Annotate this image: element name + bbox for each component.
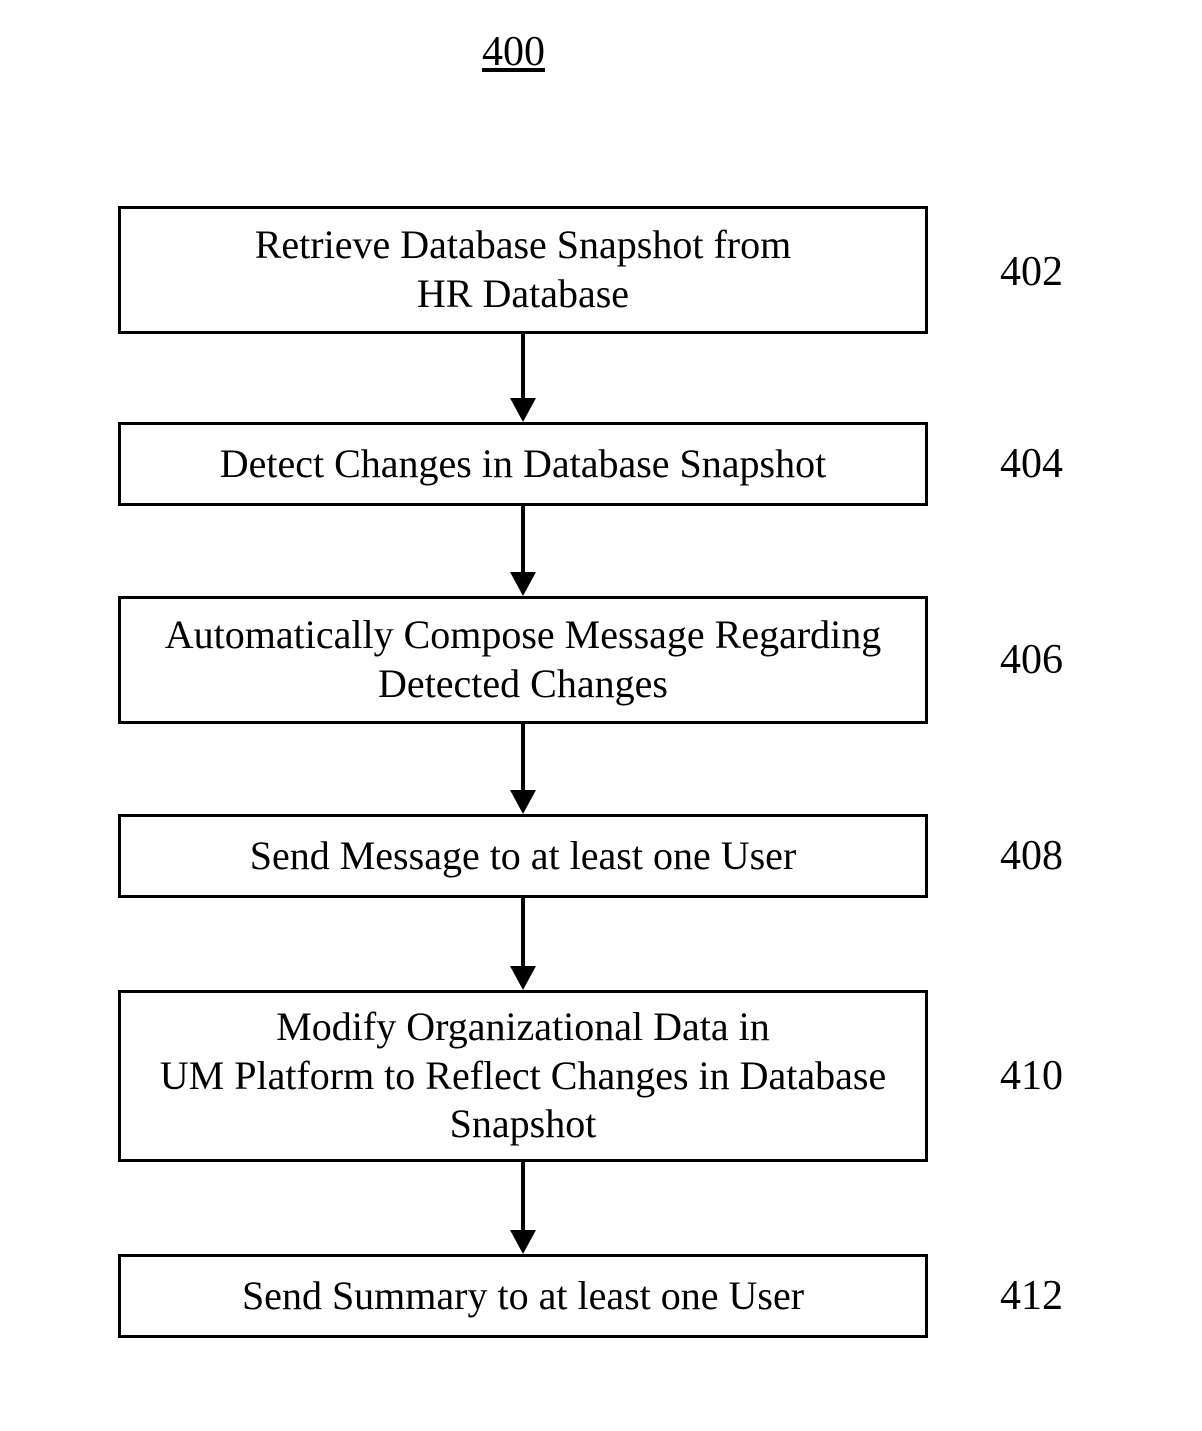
flow-arrow-head-icon: [510, 790, 536, 814]
flow-arrow-line: [521, 1162, 525, 1230]
flow-arrow-head-icon: [510, 572, 536, 596]
flow-step-label: 402: [1000, 248, 1063, 296]
flow-step-label: 410: [1000, 1052, 1063, 1100]
flow-step-box: Send Message to at least one User: [118, 814, 928, 898]
flow-step-label: 412: [1000, 1272, 1063, 1320]
flow-step-label: 404: [1000, 440, 1063, 488]
flow-arrow-line: [521, 506, 525, 572]
flow-arrow-head-icon: [510, 1230, 536, 1254]
figure-title: 400: [482, 28, 545, 76]
flow-arrow-head-icon: [510, 398, 536, 422]
flow-step-box: Send Summary to at least one User: [118, 1254, 928, 1338]
flow-arrow-line: [521, 334, 525, 398]
flow-step-box: Detect Changes in Database Snapshot: [118, 422, 928, 506]
flow-step-box: Automatically Compose Message Regarding …: [118, 596, 928, 724]
flow-arrow-line: [521, 898, 525, 966]
flow-arrow-head-icon: [510, 966, 536, 990]
flow-step-label: 406: [1000, 636, 1063, 684]
flow-step-box: Retrieve Database Snapshot from HR Datab…: [118, 206, 928, 334]
flow-arrow-line: [521, 724, 525, 790]
flow-step-label: 408: [1000, 832, 1063, 880]
flowchart-canvas: 400 Retrieve Database Snapshot from HR D…: [0, 0, 1202, 1431]
flow-step-box: Modify Organizational Data in UM Platfor…: [118, 990, 928, 1162]
